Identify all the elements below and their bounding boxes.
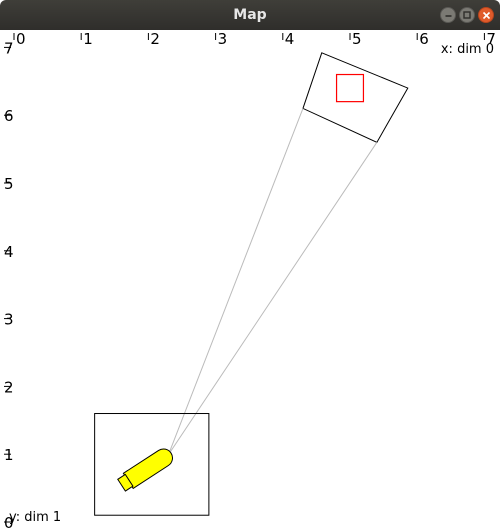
maximize-icon: [463, 11, 471, 19]
y-tick-label: 3: [4, 311, 14, 329]
sensor-fov: [167, 108, 378, 456]
window-title: Map: [233, 7, 267, 23]
title-bar[interactable]: Map: [0, 0, 500, 30]
y-tick-label: 0: [4, 514, 14, 530]
x-tick-label: 1: [83, 30, 93, 48]
close-button[interactable]: [478, 7, 494, 23]
x-tick-label: 6: [419, 30, 429, 48]
y-tick-label: 7: [4, 39, 14, 57]
vehicle-nozzle: [117, 473, 134, 492]
y-axis-label: y: dim 1: [9, 510, 61, 525]
x-tick-label: 4: [285, 30, 295, 48]
y-tick-label: 6: [4, 107, 14, 125]
y-tick-label: 4: [4, 243, 14, 261]
minimize-button[interactable]: [440, 7, 456, 23]
y-tick-label: 5: [4, 175, 14, 193]
x-tick-label: 2: [150, 30, 160, 48]
y-tick-label: 2: [4, 378, 14, 396]
x-tick-label: 3: [218, 30, 228, 48]
vehicle-frame: [94, 413, 210, 516]
target-region: [302, 52, 409, 143]
fov-ray: [167, 108, 304, 455]
x-tick-label: 5: [352, 30, 362, 48]
minimize-icon: [445, 15, 452, 17]
x-tick-label: 0: [16, 30, 26, 48]
x-tick-label: 7: [486, 30, 496, 48]
y-tick-label: 1: [4, 446, 14, 464]
target-marker: [335, 73, 365, 103]
vehicle-icon: [117, 448, 173, 492]
close-icon: [482, 11, 491, 20]
fov-ray: [167, 142, 378, 456]
maximize-button[interactable]: [459, 7, 475, 23]
x-axis-label: x: dim 0: [441, 42, 494, 57]
vehicle-body: [122, 448, 173, 490]
